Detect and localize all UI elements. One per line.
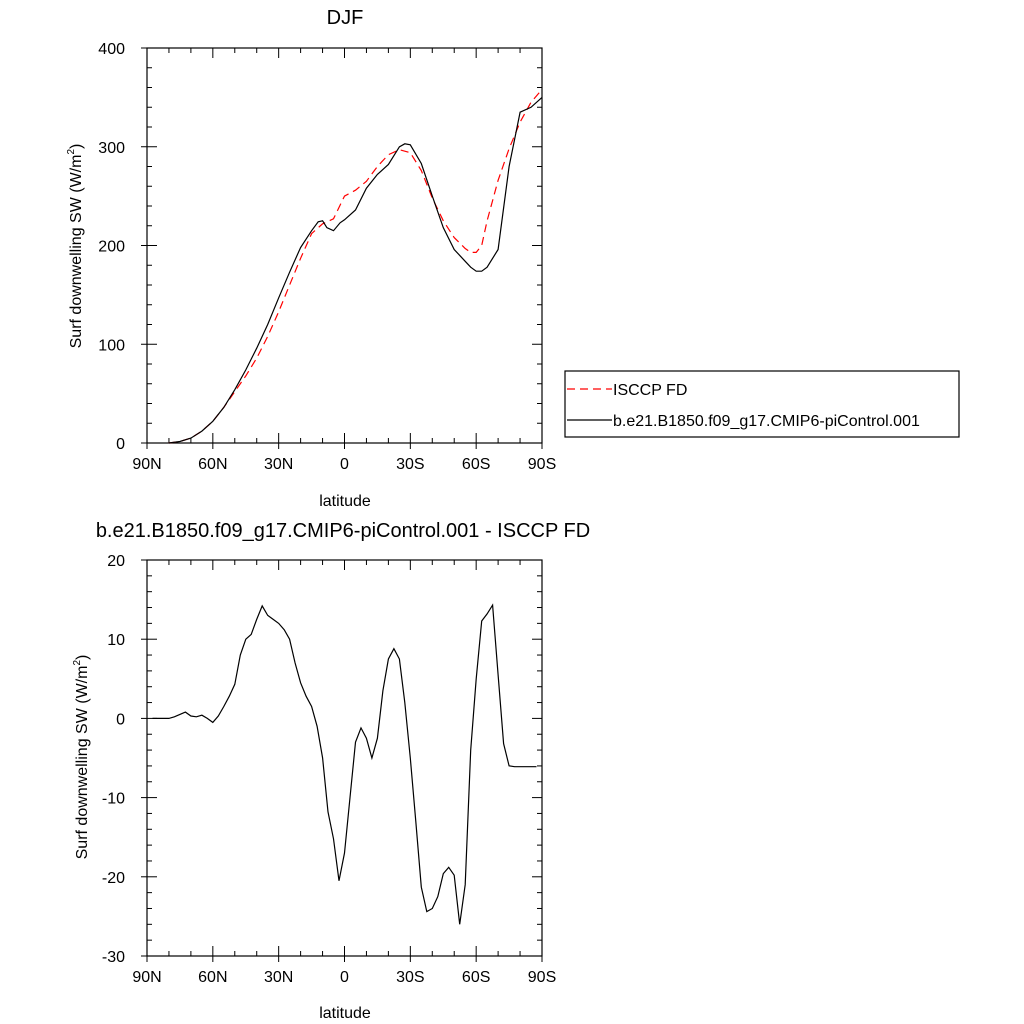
top-xtick-label: 60S: [462, 456, 490, 473]
top-series-lines: [168, 89, 543, 444]
top-xtick-label: 90N: [132, 456, 161, 473]
top-xaxis-title: latitude: [319, 493, 371, 510]
bottom-xtick-label: 90N: [132, 969, 161, 986]
legend-box: [564, 370, 960, 438]
bottom-xtick-label: 60N: [198, 969, 227, 986]
top-ytick-label: 300: [98, 140, 125, 157]
bottom-ytick-label: -10: [102, 791, 125, 808]
top-series-line-1: [168, 96, 543, 444]
top-ytick-label: 100: [98, 337, 125, 354]
bottom-xaxis-title: latitude: [319, 1005, 371, 1022]
top-ytick-label: 400: [98, 41, 125, 58]
top-ytick-label: 0: [116, 436, 125, 453]
legend: ISCCP FD b.e21.B1850.f09_g17.CMIP6-piCon…: [564, 370, 960, 438]
bottom-xtick-label: 90S: [528, 969, 556, 986]
bottom-xtick-label: 0: [340, 969, 349, 986]
bottom-ytick-label: 0: [116, 711, 125, 728]
bottom-yaxis-title-sup: 2: [72, 660, 83, 666]
legend-label-model: b.e21.B1850.f09_g17.CMIP6-piControl.001: [613, 413, 920, 430]
top-panel: DJF 90N 60N 30N 0 30S 60S 90S 0 100 200 300 400 lat…: [66, 7, 556, 510]
top-yaxis-title: Surf downwelling SW (W/m2): [66, 144, 85, 349]
top-yaxis-title-close: ): [68, 144, 85, 149]
bottom-xtick-label: 30N: [264, 969, 293, 986]
top-ytick-label: 200: [98, 239, 125, 256]
bottom-panel: b.e21.B1850.f09_g17.CMIP6-piControl.001 …: [72, 520, 590, 1022]
bottom-xtick-label: 30S: [396, 969, 424, 986]
top-xtick-label: 30S: [396, 456, 424, 473]
bottom-yaxis-title-close: ): [74, 655, 91, 660]
top-yaxis-title-sup: 2: [66, 149, 77, 155]
bottom-ytick-label: -30: [102, 949, 125, 966]
bottom-yaxis-title-main: Surf downwelling SW (W/m: [74, 666, 91, 860]
bottom-panel-title: b.e21.B1850.f09_g17.CMIP6-piControl.001 …: [96, 520, 590, 542]
bottom-series-line-0: [152, 603, 537, 925]
top-yaxis-title-main: Surf downwelling SW (W/m: [68, 155, 85, 349]
bottom-ytick-label: 20: [107, 553, 125, 570]
top-xtick-label: 60N: [198, 456, 227, 473]
top-series-line-0: [168, 89, 543, 444]
bottom-xtick-label: 60S: [462, 969, 490, 986]
top-xtick-label: 0: [340, 456, 349, 473]
legend-label-isccp: ISCCP FD: [613, 382, 687, 399]
bottom-axes: 90N 60N 30N 0 30S 60S 90S -30 -20 -10 0 10 20: [102, 553, 556, 986]
bottom-series-lines: [152, 603, 537, 925]
top-xtick-label: 30N: [264, 456, 293, 473]
bottom-ytick-label: -20: [102, 870, 125, 887]
bottom-yaxis-title: Surf downwelling SW (W/m2): [72, 655, 91, 860]
bottom-ytick-label: 10: [107, 632, 125, 649]
top-plot-frame: [146, 47, 543, 444]
top-axes: 90N 60N 30N 0 30S 60S 90S 0 100 200 300 400: [98, 41, 556, 473]
top-xtick-label: 90S: [528, 456, 556, 473]
top-panel-title: DJF: [327, 7, 364, 29]
